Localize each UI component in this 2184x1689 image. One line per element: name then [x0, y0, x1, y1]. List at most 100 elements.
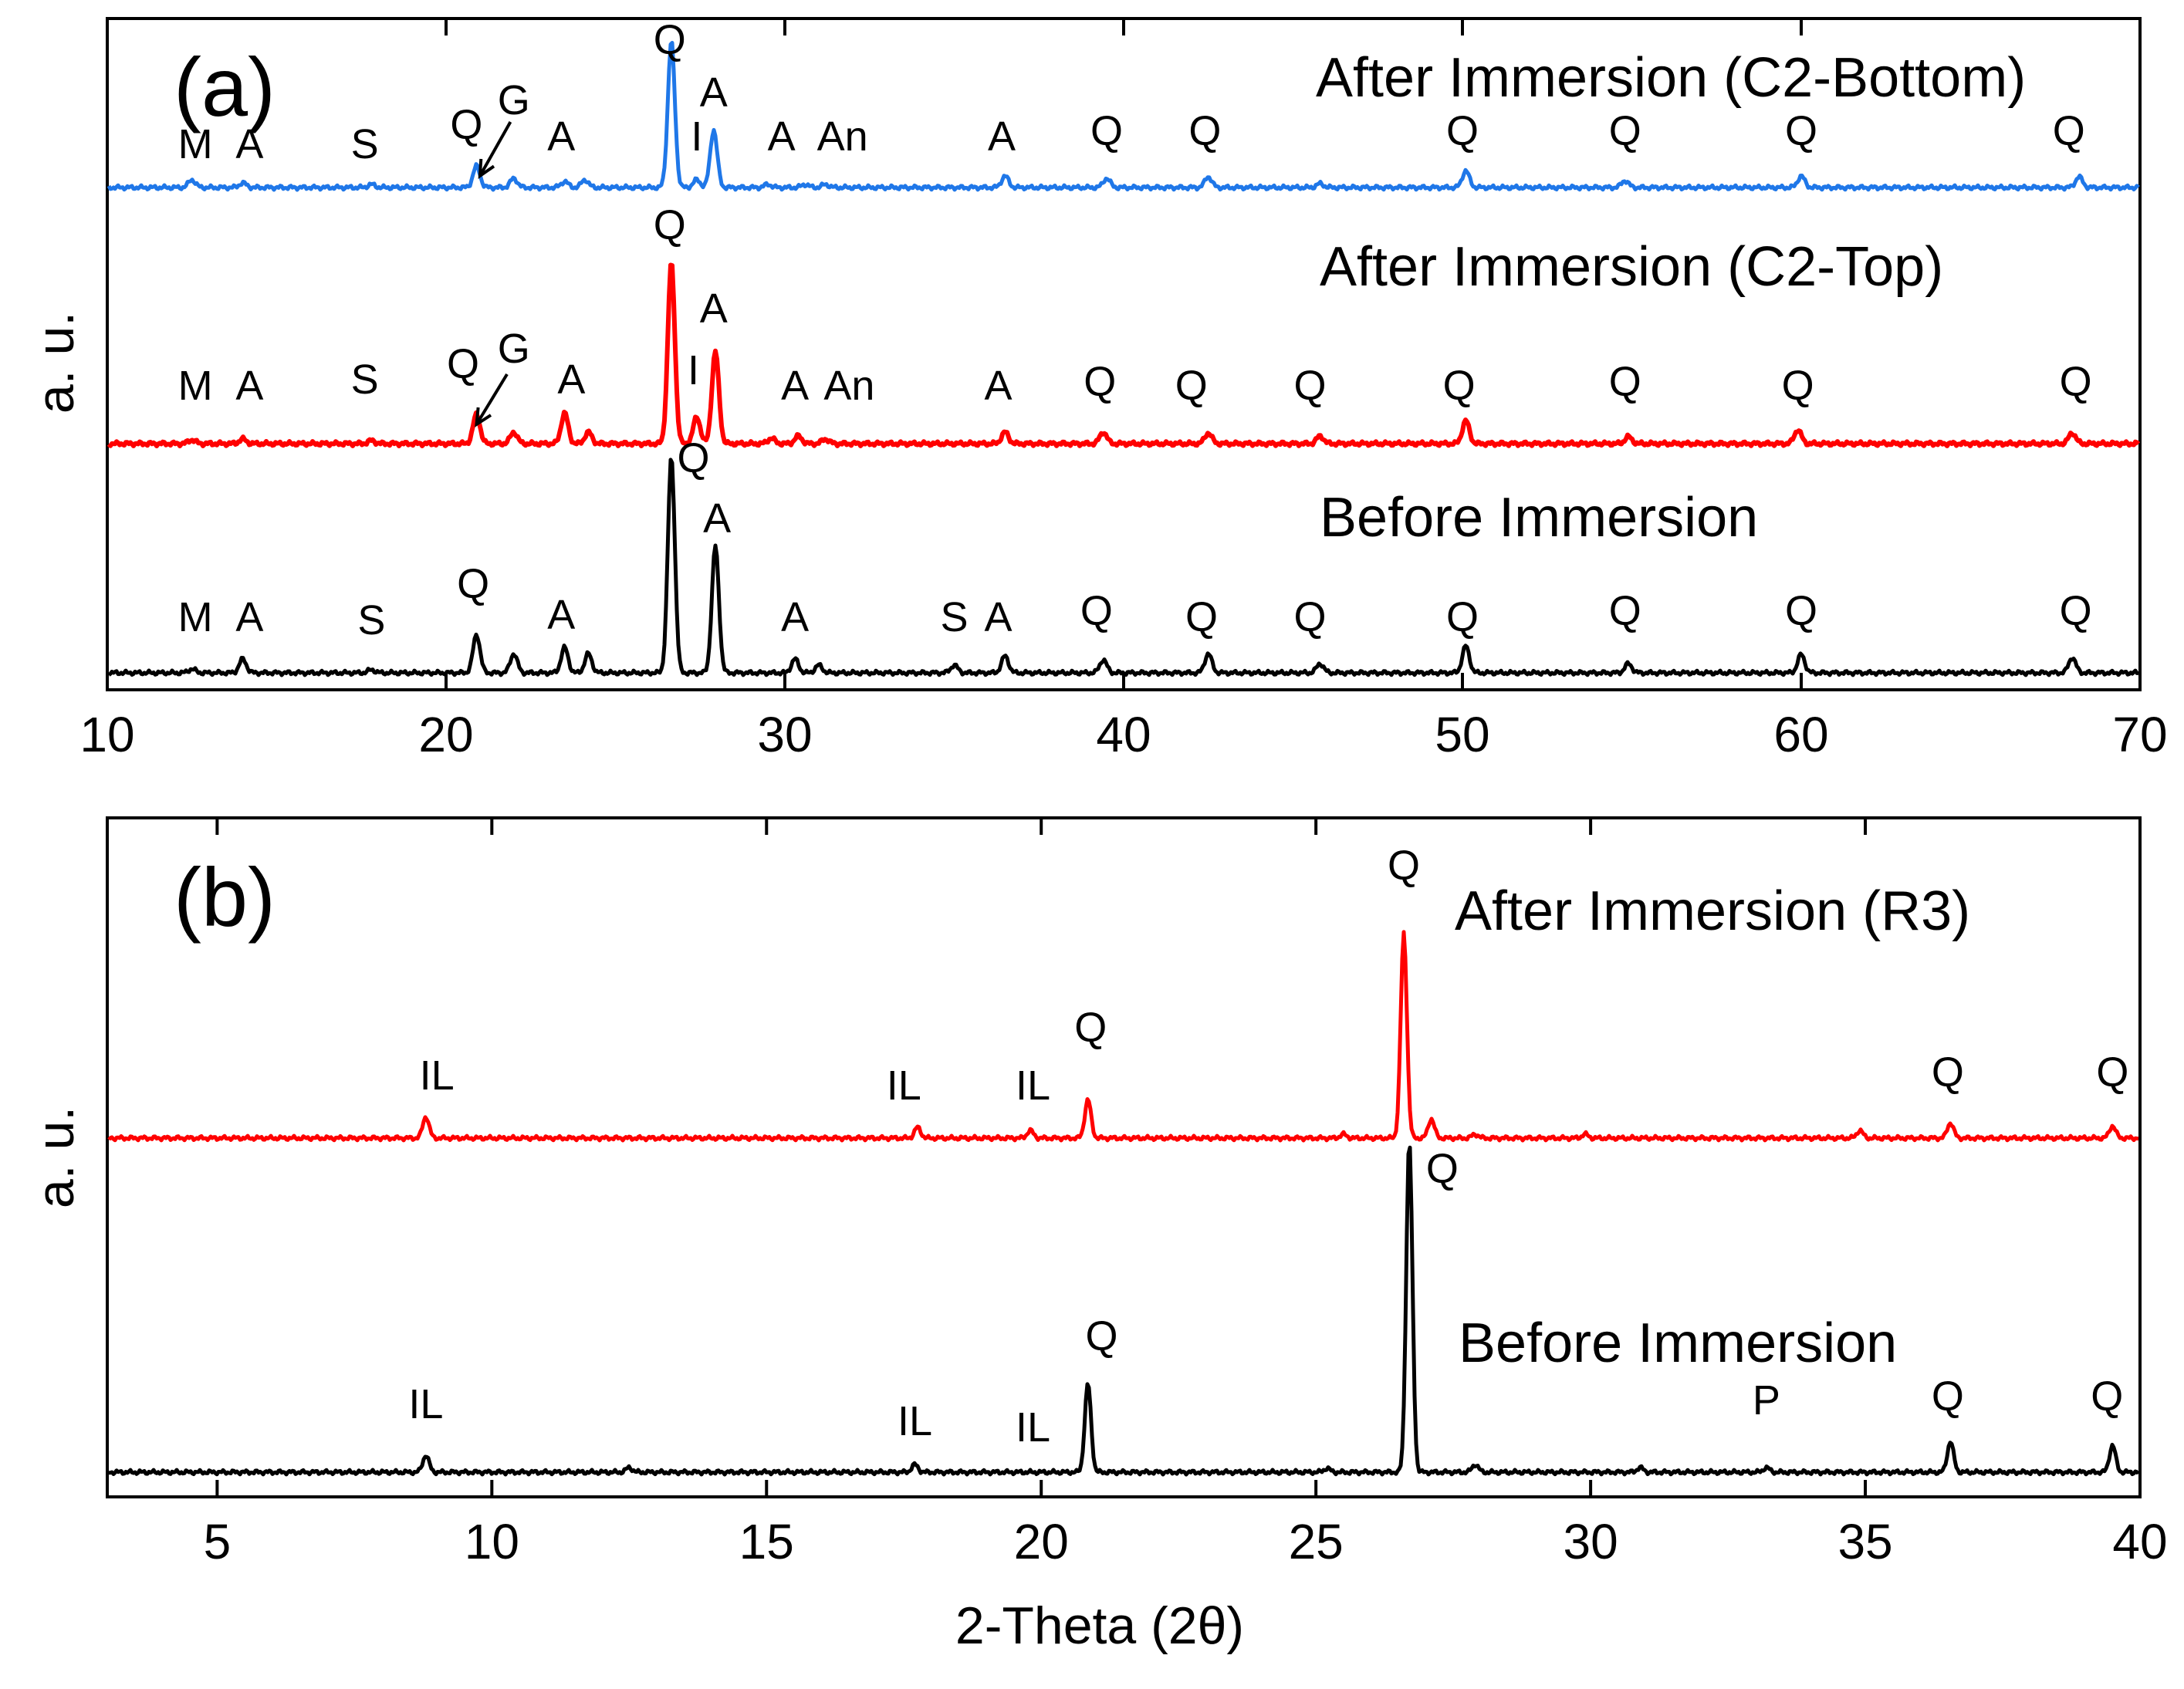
peak-label-b-0-3: Q: [1074, 1005, 1107, 1051]
peak-label-a-1-3: Q: [447, 341, 479, 387]
peak-label-a-1-16: Q: [1609, 359, 1641, 405]
peak-label-a-2-10: Q: [1080, 588, 1113, 634]
x-axis-title: 2-Theta (2θ): [955, 1596, 1244, 1655]
peak-label-a-1-7: A: [700, 285, 728, 332]
arrow-head-a-1-0: [475, 407, 492, 427]
x-tick-label-a-40: 40: [1096, 707, 1151, 762]
series-label-c2-bottom: After Immersion (C2-Bottom): [1316, 47, 2026, 109]
arrow-head-a-0-0: [478, 158, 495, 180]
x-tick-label-a-10: 10: [79, 707, 134, 762]
peak-label-a-2-13: Q: [1446, 594, 1479, 640]
peak-label-a-1-6: Q: [654, 202, 686, 248]
peak-label-b-1-5: P: [1753, 1377, 1780, 1424]
panel-a-ylabel: a. u.: [26, 312, 85, 414]
peak-label-b-1-1: IL: [898, 1398, 932, 1444]
peak-label-a-1-5: A: [557, 356, 585, 403]
peak-label-a-2-11: Q: [1185, 594, 1218, 640]
peak-label-a-1-9: A: [781, 363, 809, 409]
peak-label-a-1-2: S: [351, 356, 379, 403]
series-label-r3: After Immersion (R3): [1455, 880, 1970, 942]
peak-label-a-1-18: Q: [2060, 359, 2092, 405]
x-tick-label-a-70: 70: [2112, 707, 2167, 762]
peak-label-a-0-3: Q: [450, 102, 482, 148]
peak-label-b-0-4: Q: [1388, 843, 1420, 889]
x-tick-label-b-5: 5: [204, 1514, 232, 1569]
peak-label-a-2-0: M: [178, 594, 213, 640]
peak-label-a-2-15: Q: [1785, 588, 1817, 634]
peak-label-a-0-8: I: [691, 113, 702, 160]
peak-label-a-0-0: M: [178, 121, 213, 167]
panel-b-marks: 5 10 15 20 25 30 35 40 IL IL IL Q Q Q Q IL IL IL Q Q P Q Q: [107, 818, 2168, 1569]
peak-label-b-0-1: IL: [887, 1062, 921, 1109]
peak-label-a-2-9: A: [985, 594, 1013, 640]
x-tick-label-b-35: 35: [1837, 1514, 1892, 1569]
arrow-line-a-1-0: [475, 373, 509, 426]
peak-label-a-2-8: S: [940, 594, 968, 640]
peak-label-b-1-2: IL: [1016, 1404, 1050, 1451]
peak-label-a-1-13: Q: [1175, 363, 1208, 409]
trace-a-2: [107, 458, 2139, 677]
trace-a-0: [106, 41, 2140, 192]
x-tick-label-a-30: 30: [757, 707, 812, 762]
peak-label-a-2-12: Q: [1293, 594, 1326, 640]
panel-a-frame: [106, 17, 2142, 691]
peak-label-b-0-2: IL: [1016, 1062, 1050, 1109]
panel-a-tag: (a): [174, 40, 276, 133]
peak-label-b-1-6: Q: [1932, 1373, 1964, 1420]
peak-label-a-0-2: S: [351, 121, 379, 167]
peak-label-a-2-2: S: [357, 597, 385, 644]
peak-label-b-0-0: IL: [420, 1052, 455, 1099]
peak-label-b-1-0: IL: [408, 1381, 443, 1427]
x-tick-label-b-20: 20: [1014, 1514, 1069, 1569]
x-tick-label-a-50: 50: [1435, 707, 1489, 762]
peak-label-a-2-6: A: [703, 495, 731, 542]
peak-label-a-0-17: Q: [2053, 108, 2085, 154]
peak-label-b-1-7: Q: [2091, 1373, 2123, 1420]
x-tick-label-b-10: 10: [465, 1514, 519, 1569]
peak-label-a-0-15: Q: [1609, 108, 1641, 154]
peak-label-b-1-4: Q: [1426, 1146, 1459, 1192]
peak-label-a-1-4: G: [498, 326, 530, 372]
peak-label-a-2-5: Q: [677, 435, 709, 481]
peak-label-a-1-12: Q: [1084, 359, 1116, 405]
peak-label-b-1-3: Q: [1086, 1313, 1118, 1360]
x-tick-label-a-60: 60: [1773, 707, 1828, 762]
peak-label-a-2-1: A: [235, 594, 263, 640]
peak-label-b-0-5: Q: [1932, 1049, 1964, 1096]
peak-label-a-0-11: A: [988, 113, 1016, 160]
peak-label-a-2-4: A: [547, 592, 575, 638]
peak-label-a-1-11: A: [985, 363, 1013, 409]
peak-label-a-1-10: An: [823, 363, 874, 409]
series-label-c2-top: After Immersion (C2-Top): [1320, 236, 1943, 298]
peak-label-a-2-3: Q: [457, 561, 489, 607]
peak-label-a-2-16: Q: [2060, 588, 2092, 634]
peak-label-a-1-8: I: [688, 347, 699, 394]
peak-label-a-0-14: Q: [1446, 108, 1479, 154]
peak-label-a-2-7: A: [781, 594, 809, 640]
peak-label-a-0-4: G: [498, 77, 530, 123]
x-tick-label-b-40: 40: [2112, 1514, 2167, 1569]
panel-b-frame: [106, 816, 2142, 1498]
panel-b-ylabel: a. u.: [26, 1106, 85, 1208]
peak-label-a-0-10: An: [817, 113, 868, 160]
peak-label-a-1-17: Q: [1782, 363, 1814, 409]
peak-label-a-1-0: M: [178, 363, 213, 409]
x-tick-label-b-25: 25: [1289, 1514, 1344, 1569]
peak-label-a-2-14: Q: [1609, 588, 1641, 634]
trace-a-1: [106, 262, 2141, 448]
peak-label-a-0-13: Q: [1188, 108, 1221, 154]
peak-label-a-0-9: A: [768, 113, 796, 160]
peak-label-a-0-7: A: [700, 69, 728, 116]
x-tick-label-a-20: 20: [418, 707, 473, 762]
x-tick-label-b-30: 30: [1564, 1514, 1618, 1569]
x-tick-label-b-15: 15: [739, 1514, 794, 1569]
peak-label-a-0-5: A: [547, 113, 575, 160]
trace-b-0: [107, 930, 2139, 1143]
peak-label-a-1-14: Q: [1293, 363, 1326, 409]
peak-label-a-0-1: A: [235, 121, 263, 167]
peak-label-b-0-6: Q: [2096, 1049, 2128, 1096]
series-label-before-a: Before Immersion: [1320, 487, 1758, 549]
